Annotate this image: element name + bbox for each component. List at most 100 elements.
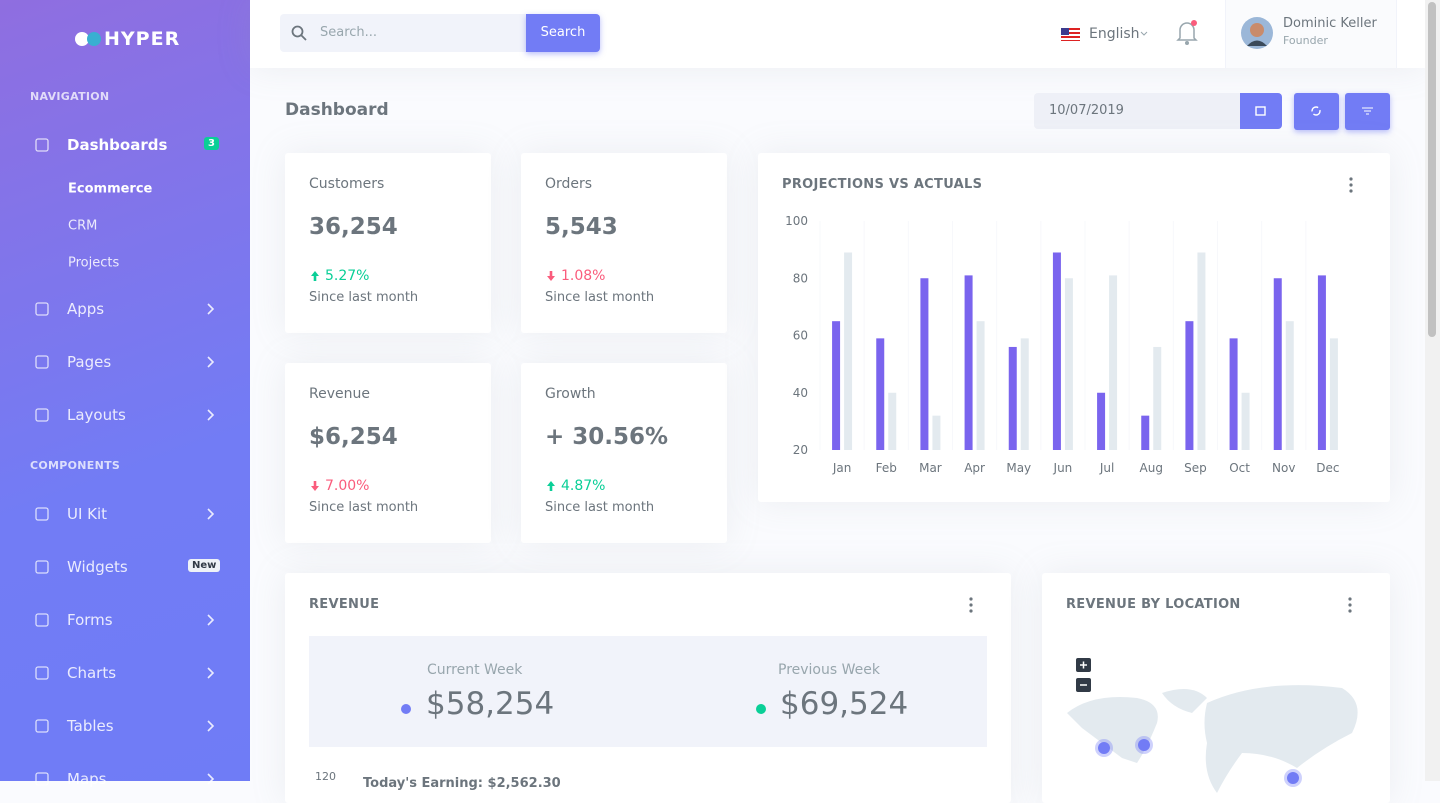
stat-note: Since last month [545,290,655,305]
stat-note: Since last month [309,290,419,305]
menu-icon [35,302,49,316]
user-role: Founder [1283,34,1328,47]
stat-note: Since last month [545,500,655,515]
bar [920,278,929,450]
y-tick-label: 40 [793,386,808,400]
trend-arrow [547,481,555,491]
y-tick-label: 80 [793,271,808,285]
filter-button[interactable] [1345,93,1390,130]
page-title: Dashboard [285,100,389,120]
date-input[interactable]: 10/07/2019 [1034,93,1240,129]
icon-shape [35,666,49,680]
bar [976,321,985,450]
stat-value: 5,543 [545,214,618,240]
bar [1008,346,1017,450]
menu-item[interactable]: Tables [67,717,114,735]
menu-icon[interactable] [1347,597,1353,613]
menu-icon[interactable] [968,597,974,613]
bar [876,338,885,450]
y-tick-label: 100 [785,214,808,228]
stat-change: 7.00% [325,478,370,494]
language[interactable]: English [1089,26,1140,42]
menu-item[interactable]: UI Kit [67,505,108,523]
chevron [207,773,215,785]
bar [964,275,973,450]
chevron-line [207,614,215,626]
chevron-line [207,303,215,315]
badge: 3 [204,137,219,150]
refresh-button[interactable] [1294,93,1339,130]
location-card: REVENUE BY LOCATION [1042,573,1390,803]
caret [1140,31,1148,36]
trend-arrow [547,271,555,281]
x-tick-label: Aug [1140,461,1163,475]
submenu-item[interactable]: Projects [68,255,120,271]
calendar-icon [1255,106,1266,116]
chevron-line [207,409,215,421]
bar [1197,252,1206,450]
menu-icon [35,560,49,574]
stat-label: Customers [309,176,385,192]
bar [1052,252,1061,450]
menu-item[interactable]: Apps [67,300,105,318]
bar [1273,278,1282,450]
refresh-icon [1311,106,1321,116]
revenue-title: REVENUE [309,597,380,612]
bell-icon[interactable] [1176,18,1198,46]
brand[interactable]: HYPER [104,28,181,50]
x-tick-label: Sep [1184,461,1207,475]
scroll-thumb[interactable] [1428,2,1436,337]
stat-label: Growth [545,386,596,402]
menu-item[interactable]: Forms [67,611,113,629]
chart-title: PROJECTIONS VS ACTUALS [782,177,983,192]
previous-week-value: $69,524 [780,686,909,722]
x-tick-label: Dec [1316,461,1339,475]
chart-card: PROJECTIONS VS ACTUALS 20 40 60 80 100 Jan Feb… [758,153,1390,502]
flag-icon [1061,28,1080,41]
chevron-line [207,356,215,368]
search-placeholder: Search... [320,25,378,40]
stat-note: Since last month [309,500,419,515]
date: 10/07/2019 [1049,103,1124,118]
arrow-shape [547,481,555,491]
x-tick-label: Jun [1053,461,1073,475]
menu-icon[interactable] [1348,177,1354,193]
user-box[interactable]: Dominic Keller Founder [1225,0,1397,68]
menu-item[interactable]: Layouts [67,406,126,424]
search-icon [291,25,307,41]
topbar: Search... Search English Dominic Keller … [250,0,1425,68]
section-title: NAVIGATION [30,90,110,103]
stat-card: Growth + 30.56% 4.87% Since last month [521,363,727,543]
calendar-button[interactable] [1240,93,1282,129]
bar [1020,338,1029,450]
menu-item[interactable]: Pages [67,353,112,371]
search-button[interactable]: Search [526,14,600,52]
chevron-line [207,720,215,732]
bar [1229,338,1238,450]
bar [932,415,941,450]
legend-dot [756,704,766,714]
menu-icon [35,719,49,733]
trend-arrow [311,271,319,281]
chevron-line [207,773,215,785]
menu-item[interactable]: Dashboards [67,136,168,154]
bar [1329,338,1338,450]
week-summary: Current Week $58,254 Previous Week $69,5… [309,636,987,747]
menu-item[interactable]: Charts [67,664,117,682]
icon-shape [35,560,49,574]
bar [1064,278,1073,450]
chevron [207,720,215,732]
stat-value: 36,254 [309,214,398,240]
menu-item[interactable]: Widgets [67,558,128,576]
submenu-item[interactable]: Ecommerce [68,181,153,197]
world-map [1067,658,1358,793]
icon-shape [35,719,49,733]
stat-card: Revenue $6,254 7.00% Since last month [285,363,491,543]
chevron [207,614,215,626]
submenu-item[interactable]: CRM [68,218,98,234]
filter-icon [1362,107,1373,115]
icon-shape [35,408,49,422]
scrollbar[interactable] [1425,0,1440,781]
menu-item[interactable]: Maps [67,770,107,788]
menu-icon [35,355,49,369]
